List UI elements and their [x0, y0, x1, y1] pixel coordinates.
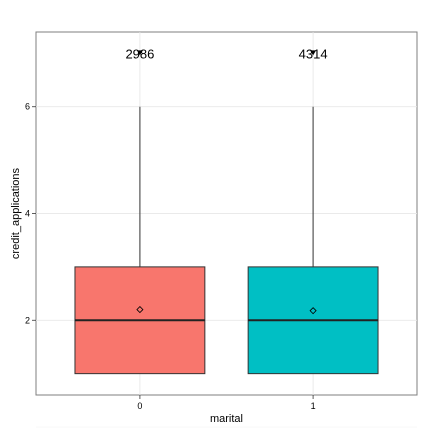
x-tick-label: 0	[137, 401, 142, 411]
y-axis-ticks: 2 4 6	[25, 102, 36, 325]
x-axis-title: marital	[210, 413, 243, 425]
y-tick-label: 6	[25, 102, 30, 112]
y-tick-label: 4	[25, 209, 30, 219]
count-label: 4314	[299, 46, 328, 61]
x-tick-label: 1	[311, 401, 316, 411]
y-axis-title: credit_applications	[10, 167, 22, 259]
boxes: 2986 4314	[74, 46, 379, 375]
label-marker	[136, 50, 143, 56]
mean-marker	[309, 307, 317, 315]
count-label: 2986	[125, 46, 154, 61]
mean-marker	[136, 306, 144, 314]
label-marker	[310, 50, 317, 56]
y-tick-label: 2	[25, 315, 30, 325]
